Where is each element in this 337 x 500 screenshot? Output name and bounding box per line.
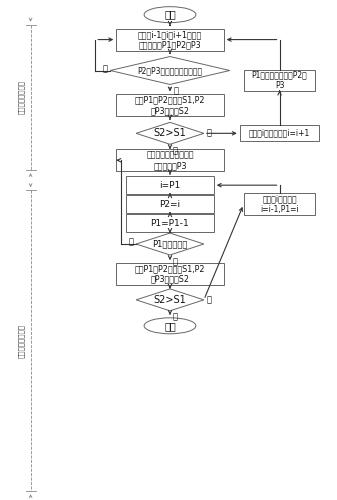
- Text: 是: 是: [173, 146, 178, 156]
- Polygon shape: [136, 233, 204, 255]
- FancyBboxPatch shape: [244, 193, 315, 215]
- FancyBboxPatch shape: [116, 150, 224, 171]
- Polygon shape: [136, 289, 204, 311]
- Text: i=P1: i=P1: [159, 180, 181, 190]
- FancyBboxPatch shape: [116, 94, 224, 116]
- Text: 是: 是: [128, 238, 133, 246]
- Text: 开始: 开始: [164, 10, 176, 20]
- Text: P1=P1-1: P1=P1-1: [151, 218, 189, 228]
- Text: 结束: 结束: [164, 321, 176, 331]
- Text: 删除第i个抛物线
i=i-1,P1=i: 删除第i个抛物线 i=i-1,P1=i: [260, 194, 299, 214]
- FancyBboxPatch shape: [240, 126, 319, 142]
- Text: 否: 否: [207, 129, 212, 138]
- Ellipse shape: [144, 318, 196, 334]
- FancyBboxPatch shape: [126, 176, 214, 194]
- Text: 否: 否: [207, 296, 212, 304]
- Text: 否: 否: [173, 257, 178, 266]
- Text: P2=i: P2=i: [159, 200, 181, 208]
- Text: P1已被删除？: P1已被删除？: [152, 240, 188, 248]
- Text: 是: 是: [173, 313, 178, 322]
- Text: 删除第i个抛物线，i=i+1: 删除第i个抛物线，i=i+1: [249, 129, 310, 138]
- FancyBboxPatch shape: [126, 195, 214, 213]
- Text: 一遍并行删除阶段: 一遍并行删除阶段: [18, 324, 25, 358]
- Text: S2>S1: S2>S1: [154, 128, 186, 138]
- Text: P2、P3任意一个已被删除？: P2、P3任意一个已被删除？: [137, 66, 203, 75]
- Text: 是: 是: [102, 64, 107, 73]
- Text: 一遍并行计算阶段: 一遍并行计算阶段: [18, 80, 25, 114]
- Text: 计算P1和P2的交点S1,P2
和P3的交点S2: 计算P1和P2的交点S1,P2 和P3的交点S2: [135, 96, 205, 115]
- Text: P1保持不变，更新P2、
P3: P1保持不变，更新P2、 P3: [252, 71, 307, 90]
- Ellipse shape: [144, 6, 196, 22]
- Text: 否: 否: [174, 86, 179, 96]
- Text: 记之后第一个未被删除
的抛物线为P3: 记之后第一个未被删除 的抛物线为P3: [146, 150, 194, 170]
- Polygon shape: [136, 122, 204, 144]
- Text: S2>S1: S2>S1: [154, 295, 186, 305]
- Text: 计算P1和P2的交点S1,P2
和P3的交点S2: 计算P1和P2的交点S1,P2 和P3的交点S2: [135, 264, 205, 283]
- FancyBboxPatch shape: [116, 28, 224, 50]
- FancyBboxPatch shape: [126, 214, 214, 232]
- Text: 读入第i-1、i和i+1个抛物
线分别记为P1、P2、P3: 读入第i-1、i和i+1个抛物 线分别记为P1、P2、P3: [138, 30, 202, 50]
- FancyBboxPatch shape: [244, 70, 315, 92]
- Polygon shape: [110, 56, 230, 84]
- FancyBboxPatch shape: [116, 263, 224, 285]
